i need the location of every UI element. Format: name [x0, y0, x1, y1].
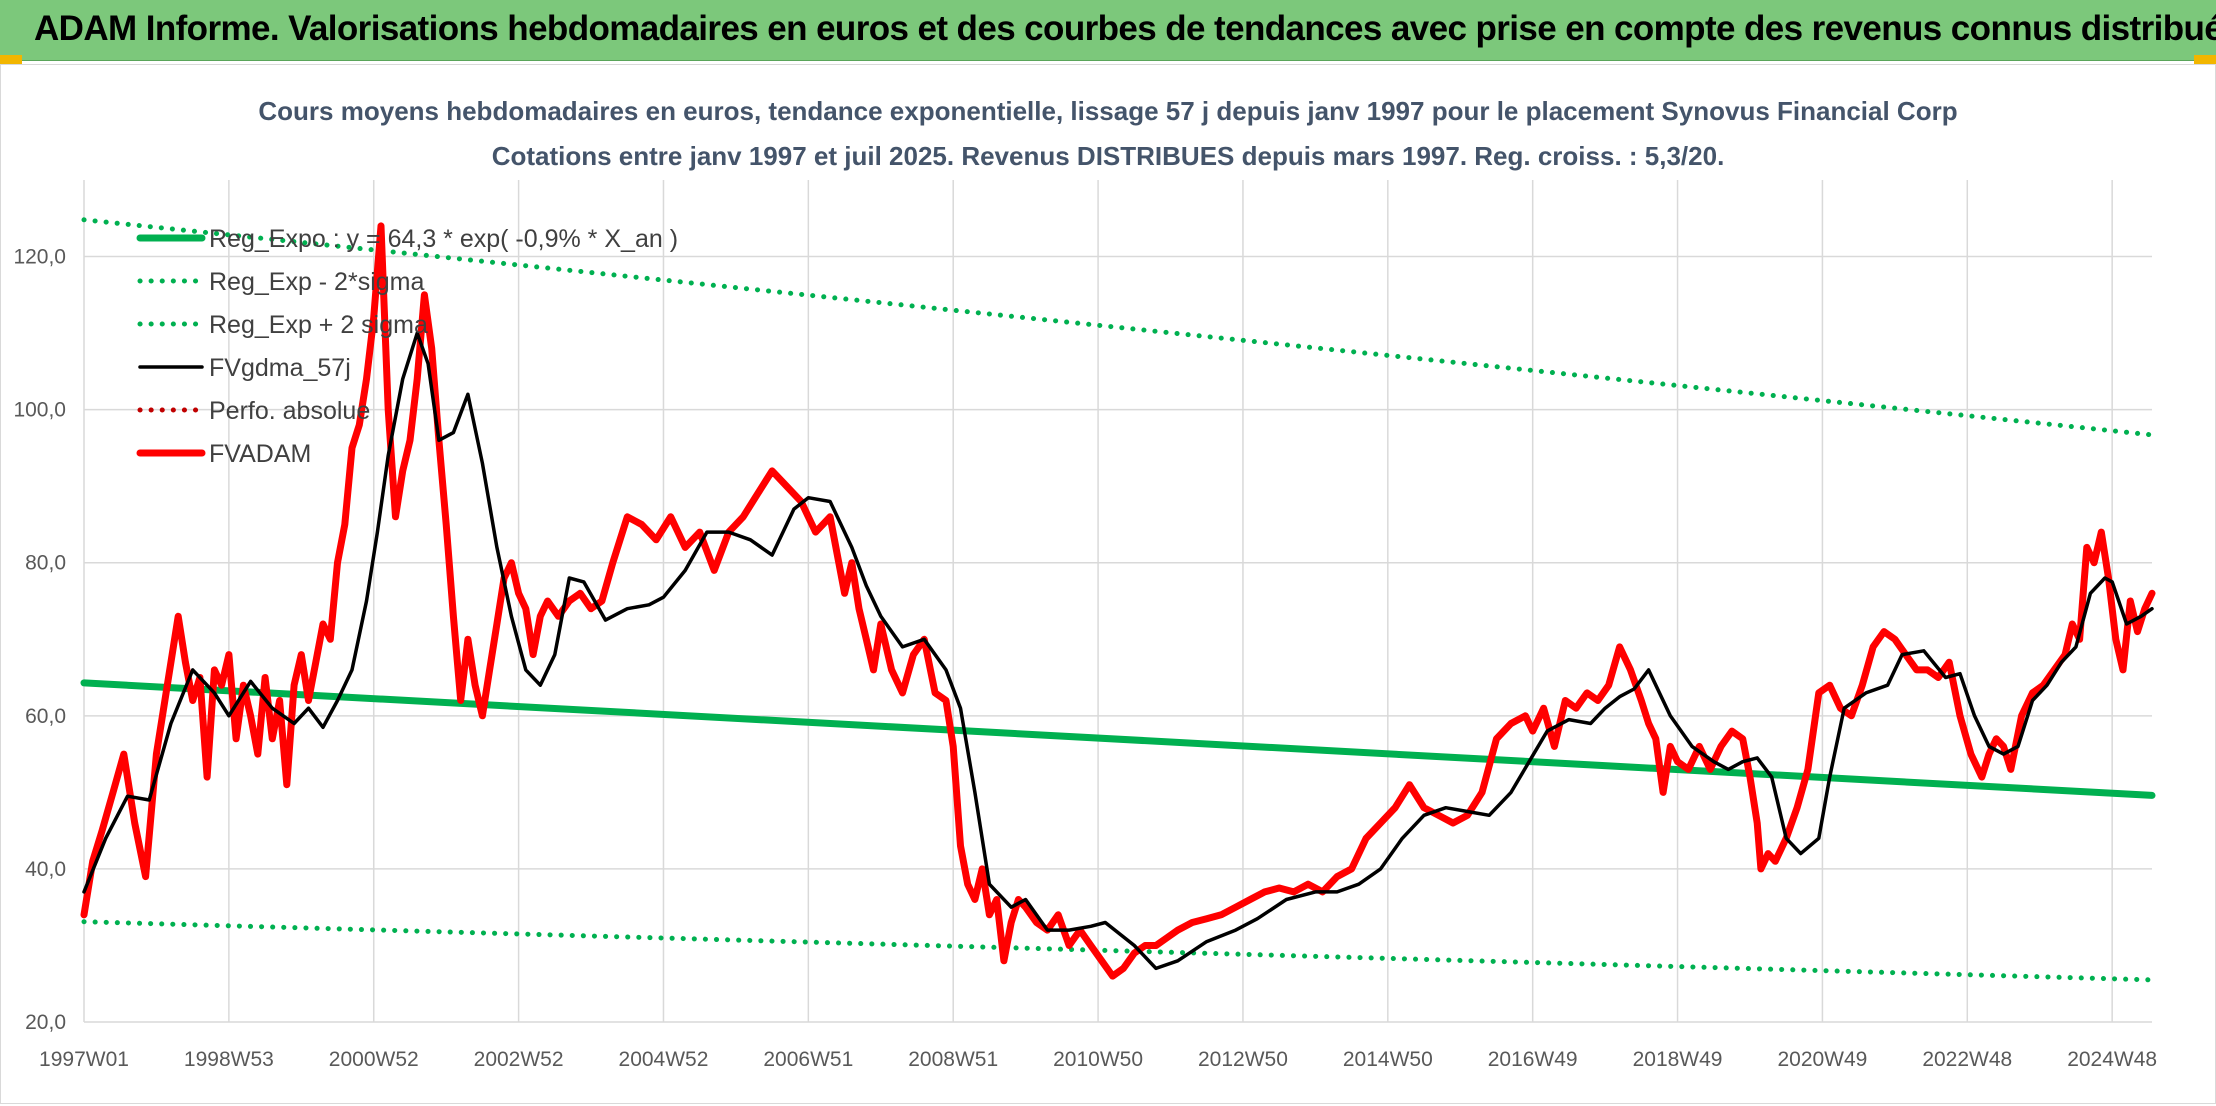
x-tick-label: 2022W48: [1922, 1048, 2012, 1071]
y-tick-label: 120,0: [13, 246, 66, 269]
legend-label: Reg_Exp + 2 sigma: [209, 311, 428, 339]
x-axis-labels: 1997W01 1998W53 2000W52 2002W52 2004W52 2006W…: [39, 1048, 2157, 1071]
series-line-1: [81, 919, 2155, 983]
x-tick-label: 1998W53: [184, 1048, 274, 1071]
x-tick-label: 2000W52: [329, 1048, 419, 1071]
series-line-3: [82, 331, 2154, 971]
legend: Reg_Expo : y = 64,3 * exp( -0,9% * X_an …: [136, 225, 678, 468]
y-tick-label: 40,0: [25, 858, 66, 881]
y-tick-label: 100,0: [13, 399, 66, 422]
y-tick-label: 60,0: [25, 705, 66, 728]
y-tick-label: 80,0: [25, 552, 66, 575]
x-tick-label: 1997W01: [39, 1048, 129, 1071]
x-tick-label: 2024W48: [2067, 1048, 2157, 1071]
report-banner: ADAM Informe. Valorisations hebdomadaire…: [0, 0, 2216, 61]
report-title: ADAM Informe. Valorisations hebdomadaire…: [34, 9, 2216, 48]
y-tick-label: 20,0: [25, 1011, 66, 1034]
grid: [83, 180, 2152, 1023]
x-tick-label: 2020W49: [1777, 1048, 1867, 1071]
left-corner-accent: [0, 55, 22, 64]
x-tick-label: 2002W52: [474, 1048, 564, 1071]
x-tick-label: 2018W49: [1633, 1048, 1723, 1071]
legend-label: Reg_Expo : y = 64,3 * exp( -0,9% * X_an …: [209, 225, 678, 253]
x-tick-label: 2010W50: [1053, 1048, 1143, 1071]
series-line-5: [80, 222, 2156, 980]
right-corner-accent: [2194, 55, 2216, 64]
legend-label: FVgdma_57j: [209, 354, 351, 382]
x-tick-label: 2014W50: [1343, 1048, 1433, 1071]
y-axis-labels: 20,0 40,0 60,0 80,0 100,0 120,0: [13, 246, 66, 1034]
x-tick-label: 2012W50: [1198, 1048, 1288, 1071]
legend-label: Reg_Exp - 2*sigma: [209, 268, 424, 296]
x-tick-label: 2004W52: [619, 1048, 709, 1071]
x-tick-label: 2016W49: [1488, 1048, 1578, 1071]
legend-label: FVADAM: [209, 440, 311, 468]
series-lines: [80, 217, 2156, 983]
series-line-2: [81, 217, 2155, 438]
chart-subtitle: Cotations entre janv 1997 et juil 2025. …: [492, 141, 1725, 171]
chart-title: Cours moyens hebdomadaires en euros, ten…: [258, 96, 1957, 126]
series-line-0: [80, 679, 2156, 799]
x-tick-label: 2008W51: [908, 1048, 998, 1071]
legend-label: Perfo. absolue: [209, 397, 370, 425]
x-tick-label: 2006W51: [763, 1048, 853, 1071]
